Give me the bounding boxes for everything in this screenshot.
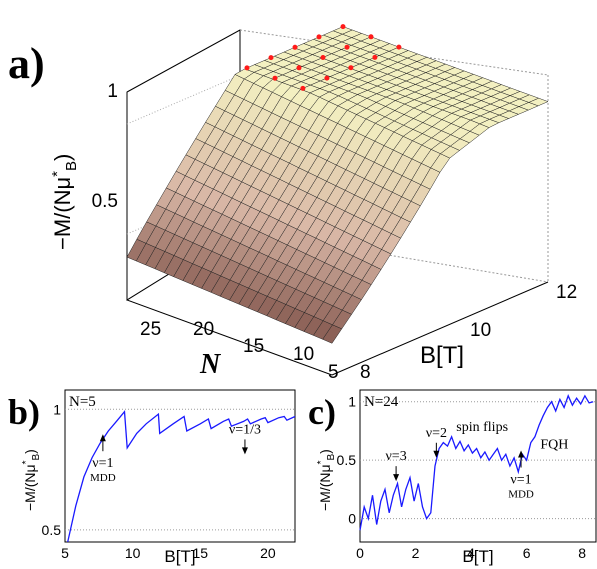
max-marker xyxy=(244,65,250,71)
y-tick-label: 0 xyxy=(348,511,356,527)
annotation-arrowhead xyxy=(433,450,440,458)
panel-a-z-tick-1: 1 xyxy=(107,81,118,102)
panel-a-n-tick-20: 20 xyxy=(193,319,214,340)
panel-a-n-tick-10: 10 xyxy=(293,344,314,365)
plot-frame xyxy=(359,389,597,543)
panel-a-axis-b xyxy=(331,281,549,376)
annotation-label: spin flips xyxy=(456,420,508,435)
surface-cell xyxy=(528,97,549,107)
panel-a-b-tick-12: 12 xyxy=(556,282,577,303)
annotation-arrowhead xyxy=(393,474,400,482)
max-marker xyxy=(372,54,378,60)
panel-a-b-tick-10: 10 xyxy=(470,320,491,341)
n-annotation: N=5 xyxy=(69,394,96,410)
max-marker xyxy=(268,55,274,61)
max-marker xyxy=(340,24,346,30)
x-axis-label: B[T] xyxy=(462,547,493,566)
x-tick-label: 15 xyxy=(193,545,209,561)
x-tick-label: 8 xyxy=(578,545,586,561)
panel-a-z-tick-0p5: 0.5 xyxy=(92,191,118,212)
panel-a-b-label: B[T] xyxy=(420,342,464,369)
max-marker xyxy=(272,75,278,81)
max-marker xyxy=(300,85,306,91)
annotation-arrowhead xyxy=(518,450,525,458)
max-marker xyxy=(344,44,350,50)
annotation-sublabel: MDD xyxy=(508,489,534,501)
panel-a-markers xyxy=(244,24,402,91)
series-line xyxy=(359,394,594,531)
panel-a-surface xyxy=(126,26,549,344)
max-marker xyxy=(396,44,402,50)
x-axis-label: B[T] xyxy=(164,547,195,566)
annotation-label: ν=1/3 xyxy=(229,422,261,437)
max-marker xyxy=(292,44,298,50)
panel-a-label: a) xyxy=(8,39,45,88)
x-tick-label: 6 xyxy=(523,545,531,561)
max-marker xyxy=(296,65,302,71)
panel-a-n-tick-25: 25 xyxy=(140,319,161,340)
panel-b-label: b) xyxy=(8,392,40,432)
x-tick-label: 2 xyxy=(412,545,420,561)
max-marker xyxy=(320,55,326,60)
x-tick-label: 5 xyxy=(61,545,69,561)
y-axis-label: −M/(Nμ*B) xyxy=(316,449,337,511)
annotation-label: ν=2 xyxy=(426,426,447,441)
max-marker xyxy=(368,34,374,40)
n-annotation: N=24 xyxy=(364,394,399,410)
max-marker xyxy=(348,65,354,71)
panel-a-n-tick-15: 15 xyxy=(243,336,264,357)
x-tick-label: 0 xyxy=(356,545,364,561)
x-tick-label: 20 xyxy=(260,545,276,561)
annotation-label: ν=1 xyxy=(510,473,531,488)
y-tick-label: 0.5 xyxy=(337,452,357,468)
panel-c-label: c) xyxy=(308,392,336,432)
y-tick-label: 0.5 xyxy=(42,522,62,538)
y-axis-label: −M/(Nμ*B) xyxy=(21,449,42,511)
plot-frame xyxy=(64,389,296,543)
x-tick-label: 10 xyxy=(125,545,141,561)
series-line xyxy=(67,410,296,543)
annotation-arrowhead xyxy=(241,447,248,455)
annotation-sublabel: MDD xyxy=(90,472,116,484)
annotation-label: FQH xyxy=(540,437,568,452)
x-tick-label: 4 xyxy=(467,545,475,561)
panel-a-y-label: −M/(Nμ*B) xyxy=(49,154,80,250)
max-marker xyxy=(316,34,322,40)
annotation-label: ν=1 xyxy=(92,456,113,471)
panel-a-chart: 1 0.5 −M/(Nμ*B) 25 20 15 10 5 N 8 10 12 … xyxy=(49,24,577,383)
panel-c-chart: 0 0.5 1 0 2 4 6 8 N=24 B[T] −M/(Nμ*B) ν=3 ν=2 spin fl… xyxy=(316,389,597,566)
y-tick-label: 1 xyxy=(348,394,356,410)
y-tick-label: 1 xyxy=(53,401,61,417)
annotation-arrowhead xyxy=(99,434,106,442)
panel-a-n-tick-5: 5 xyxy=(328,362,339,383)
annotation-label: ν=3 xyxy=(385,449,406,464)
panel-a-n-label: N xyxy=(199,349,222,380)
panel-a-b-tick-8: 8 xyxy=(360,362,371,383)
panel-a-axis-n xyxy=(126,299,333,376)
max-marker xyxy=(324,75,330,81)
